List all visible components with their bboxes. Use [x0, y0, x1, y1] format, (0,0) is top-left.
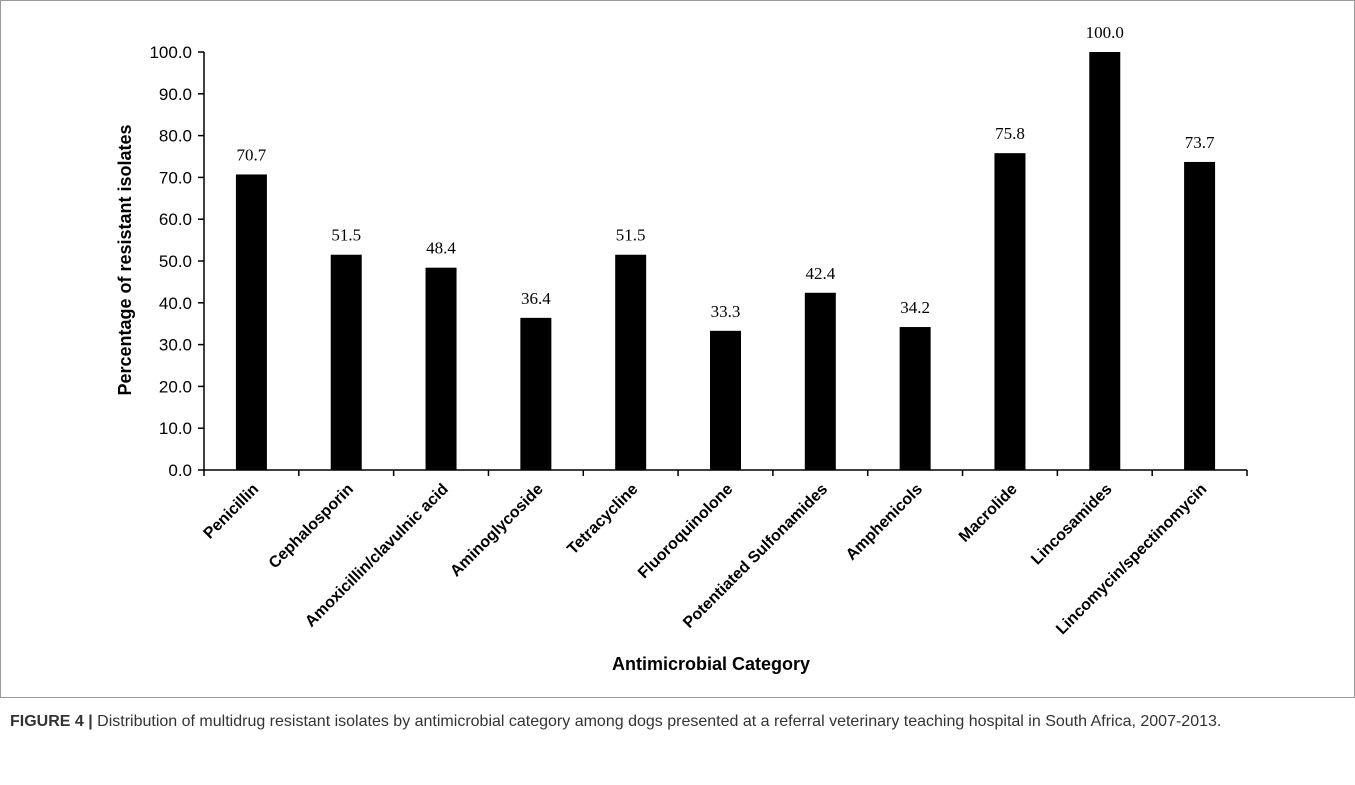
data-label: 42.4	[805, 264, 835, 283]
data-label: 34.2	[900, 298, 930, 317]
data-label: 33.3	[711, 302, 741, 321]
bar	[520, 317, 552, 470]
category-label: Penicillin	[201, 481, 263, 543]
bar	[330, 254, 362, 470]
y-tick-label: 30.0	[159, 336, 192, 355]
data-label: 75.8	[995, 124, 1025, 143]
y-tick-label: 70.0	[159, 168, 192, 187]
bar	[1089, 52, 1121, 470]
category-label: Fluoroquinolone	[635, 481, 736, 582]
category-label: Tetracycline	[564, 481, 641, 558]
y-tick-label: 0.0	[168, 461, 192, 480]
y-axis-title: Percentage of resistant isolates	[115, 124, 135, 395]
bar-chart: 0.0 10.0 20.0 30.0 40.0 50.0 60.0 70.0 80.0 90.0 1…	[115, 23, 1248, 674]
category-label: Lincomycin/spectinomycin	[1053, 481, 1210, 638]
labels: 0.0 10.0 20.0 30.0 40.0 50.0 60.0 70.0 80.0 90.0 1…	[149, 23, 1215, 638]
y-tick-label: 20.0	[159, 377, 192, 396]
category-label: Macrolide	[956, 481, 1021, 546]
bar	[1184, 161, 1216, 470]
data-label: 100.0	[1086, 23, 1124, 42]
bar	[615, 254, 647, 470]
data-label: 73.7	[1185, 133, 1215, 152]
figure-frame: 0.0 10.0 20.0 30.0 40.0 50.0 60.0 70.0 80.0 90.0 1…	[0, 0, 1355, 698]
y-tick-label: 80.0	[159, 127, 192, 146]
bar	[710, 330, 741, 470]
y-tick-label: 100.0	[149, 43, 192, 62]
bar	[804, 292, 836, 470]
bars	[235, 52, 1216, 470]
bar	[994, 153, 1026, 470]
figure-caption-text: Distribution of multidrug resistant isol…	[92, 713, 1222, 730]
y-tick-label: 50.0	[159, 252, 192, 271]
bar	[899, 327, 931, 470]
data-label: 51.5	[331, 226, 361, 245]
y-tick-label: 90.0	[159, 85, 192, 104]
category-label: Cephalosporin	[266, 481, 357, 572]
x-axis-title: Antimicrobial Category	[612, 654, 810, 674]
category-label: Aminoglycoside	[447, 481, 546, 580]
bar	[425, 267, 457, 470]
data-label: 36.4	[521, 289, 551, 308]
figure-caption: FIGURE 4 | Distribution of multidrug res…	[10, 710, 1340, 733]
y-tick-label: 60.0	[159, 210, 192, 229]
figure-caption-label: FIGURE 4 |	[10, 713, 93, 730]
data-label: 70.7	[237, 145, 267, 164]
bar	[235, 174, 267, 470]
data-label: 51.5	[616, 226, 646, 245]
y-tick-label: 40.0	[159, 294, 192, 313]
category-label: Amphenicols	[843, 481, 926, 564]
y-tick-label: 10.0	[159, 419, 192, 438]
data-label: 48.4	[426, 239, 456, 258]
category-label: Lincosamides	[1028, 481, 1116, 569]
